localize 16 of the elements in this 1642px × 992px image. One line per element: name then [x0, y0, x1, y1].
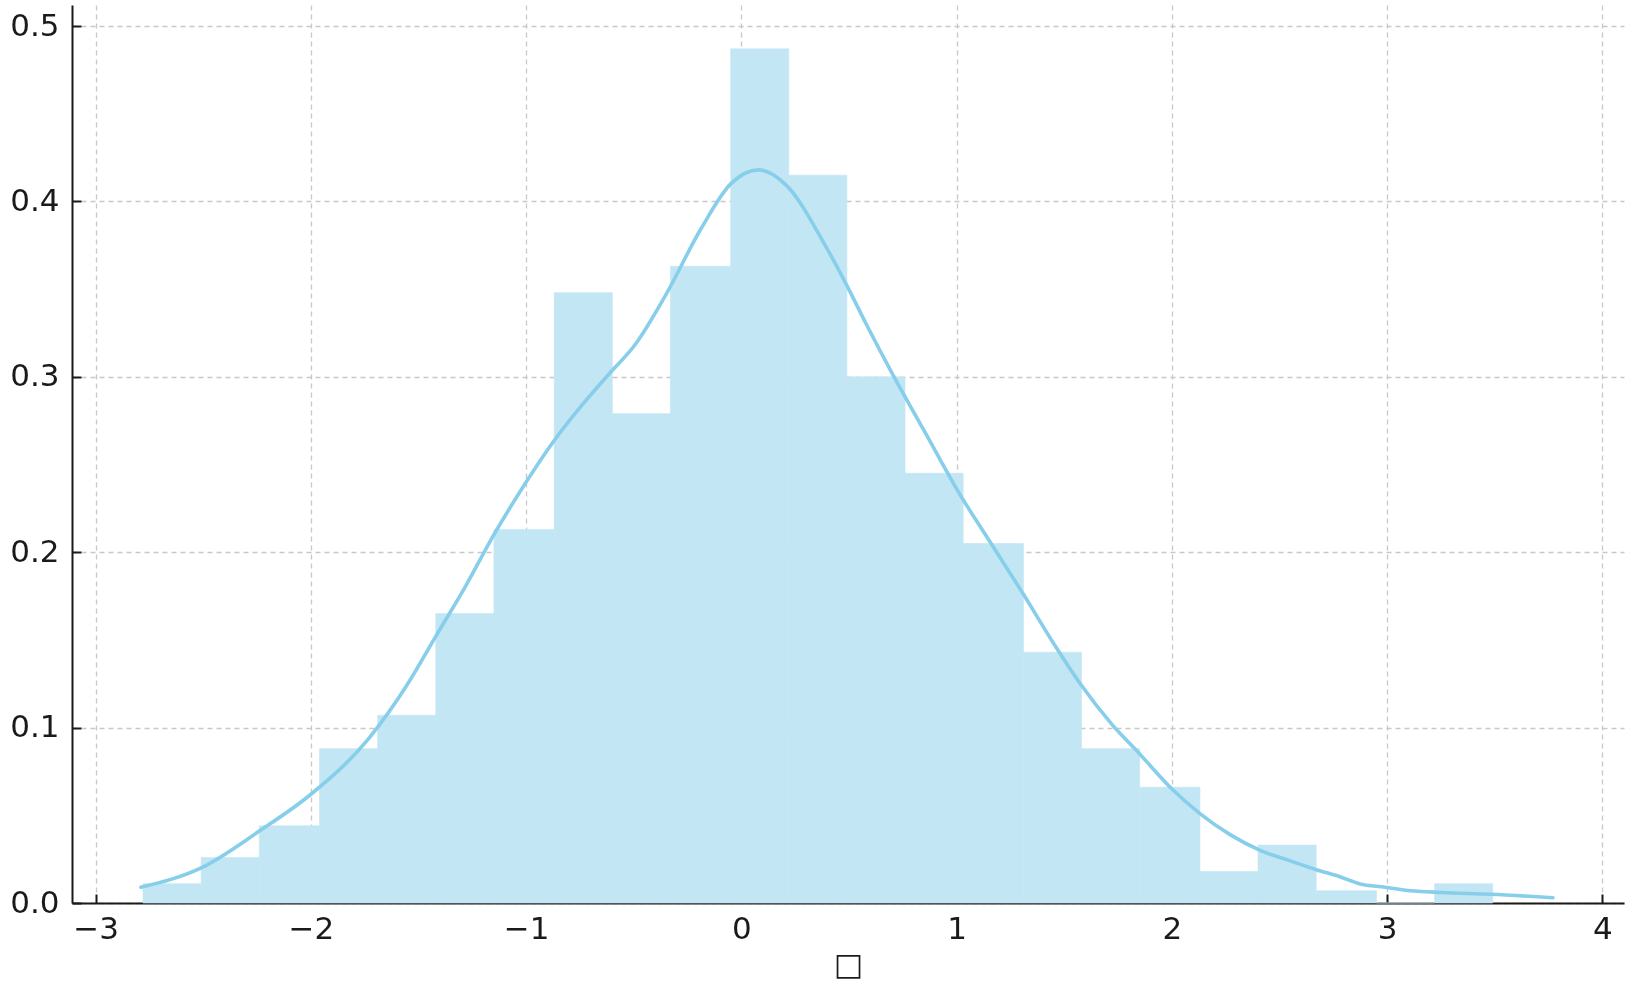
- x-tick-label: −1: [503, 909, 550, 946]
- y-tick-label: 0.0: [10, 883, 60, 920]
- line-series: [139, 168, 1555, 900]
- x-tick-label: 0: [732, 909, 752, 946]
- x-tick-label: 3: [1377, 909, 1398, 946]
- y-tick-label: 0.4: [10, 181, 60, 218]
- x-tick-label: −2: [288, 909, 335, 946]
- y-tick-label: 0.2: [10, 532, 60, 569]
- x-axis-title: □: [833, 945, 864, 982]
- y-tick-label: 0.3: [10, 357, 60, 394]
- x-tick-label: 1: [947, 909, 968, 946]
- x-tick-label: 4: [1593, 909, 1613, 946]
- x-tick-label: −3: [73, 909, 120, 946]
- x-tick-label: 2: [1162, 909, 1183, 946]
- y-tick-label: 0.1: [10, 708, 60, 745]
- y-tick-label: 0.5: [10, 6, 60, 43]
